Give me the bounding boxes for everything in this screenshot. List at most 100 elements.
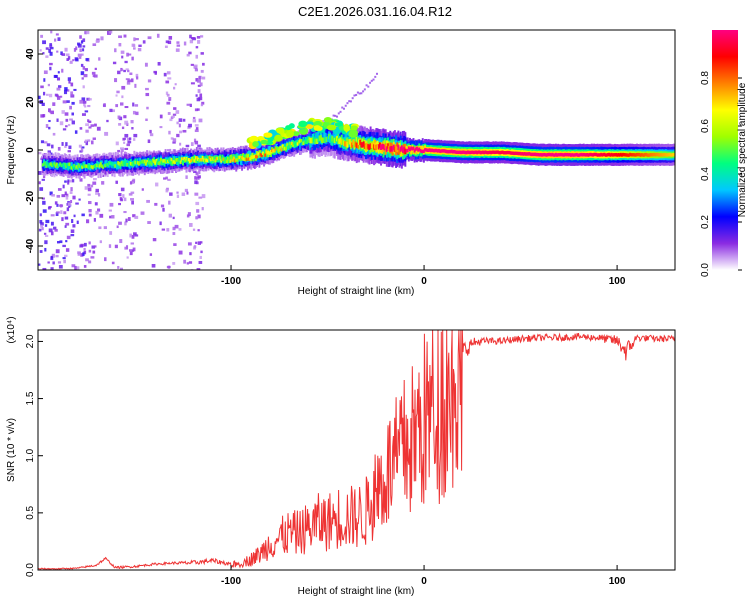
spectrogram-cell <box>111 261 115 265</box>
spectrogram-cell <box>450 149 453 153</box>
spectrogram-cell <box>142 40 146 44</box>
spectrogram-cell <box>129 233 132 238</box>
spectrogram-cell <box>253 154 256 159</box>
spectrogram-cell <box>61 217 64 222</box>
spectrogram-cell <box>466 150 469 154</box>
spectrogram-cell <box>54 93 58 97</box>
spectrogram-cell <box>115 180 118 184</box>
spectrogram-cell <box>81 146 85 149</box>
spectrogram-cell <box>624 153 627 157</box>
spectrogram-cell <box>465 150 468 155</box>
spectrogram-cell <box>356 143 359 149</box>
spectrogram-cell <box>165 91 169 95</box>
spectrogram-cell <box>178 250 183 255</box>
spectrogram-cell <box>92 43 97 47</box>
spectrogram-cell <box>50 255 54 258</box>
spectrogram-cell <box>659 153 662 157</box>
spectrogram-cell <box>400 145 403 157</box>
spectrogram-cell <box>57 188 62 191</box>
spectrogram-cell <box>248 157 250 161</box>
spectrogram-cell <box>629 152 632 157</box>
spectrogram-cell <box>246 154 249 159</box>
spectrogram-cell <box>236 158 239 162</box>
spectrogram-cell <box>201 194 206 199</box>
spectrogram-cell <box>112 162 115 166</box>
spectrogram-cell <box>342 107 345 110</box>
spectrogram-cell <box>351 142 354 148</box>
spectrogram-cell <box>454 150 457 154</box>
spectrogram-cell <box>61 163 64 167</box>
spectrogram-cell <box>653 152 656 157</box>
spectrogram-cell <box>127 79 132 83</box>
spectrogram-cell <box>198 118 203 123</box>
spectrogram-cell <box>333 137 336 144</box>
spectrogram-cell <box>155 158 158 163</box>
spectrogram-cell <box>617 152 620 157</box>
spectrogram-cell <box>98 57 101 61</box>
spectrogram-cell <box>47 83 50 87</box>
spectrogram-cell <box>110 162 113 166</box>
spectrogram-cell <box>314 138 316 145</box>
spectrogram-cell <box>316 132 319 143</box>
spectrogram-cell <box>353 142 356 148</box>
spectrogram-cell <box>78 144 82 148</box>
spectrogram-cell <box>315 138 318 144</box>
spectrogram-cell <box>363 143 366 149</box>
spectrogram-cell <box>70 162 73 169</box>
spectrogram-cell <box>347 139 350 145</box>
spectrogram-cell <box>614 153 616 157</box>
spectrogram-cell <box>204 159 206 164</box>
spectrogram-cell <box>192 228 196 231</box>
spectrogram-cell <box>55 249 60 254</box>
spectrogram-cell <box>82 85 85 89</box>
spectrogram-cell <box>169 156 172 164</box>
spectrogram-cell <box>49 51 53 56</box>
spectrogram-cell <box>348 100 351 103</box>
spectrogram-cell <box>616 153 619 157</box>
spectrogram-cell <box>166 71 171 75</box>
spectrogram-cell <box>40 114 44 118</box>
spectrogram-cell <box>571 153 574 157</box>
spectrogram-cell <box>122 161 125 165</box>
spectrogram-cell <box>77 252 81 256</box>
spectrogram-cell <box>228 156 231 160</box>
spectrogram-cell <box>559 152 562 157</box>
spectrogram-cell <box>545 153 548 157</box>
spectrogram-cell <box>173 243 177 246</box>
spectrogram-cell <box>120 102 124 106</box>
spectrogram-cell <box>83 242 87 247</box>
spectrogram-cell <box>316 138 319 144</box>
spectrogram-cell <box>485 150 488 155</box>
spectrogram-cell <box>128 137 132 140</box>
spectrogram-cell <box>119 267 123 270</box>
spectrogram-cell <box>275 127 285 134</box>
spectrogram-cell <box>429 148 432 153</box>
spectrogram-cell <box>370 142 373 149</box>
spectrogram-cell <box>303 140 306 144</box>
spectrogram-cell <box>354 141 357 147</box>
spectrogram-cell <box>161 161 164 165</box>
spectrogram-cell <box>163 177 166 180</box>
spectrogram-cell <box>313 125 321 131</box>
spectrogram-cell <box>121 149 124 153</box>
spectrogram-cell <box>166 93 170 97</box>
spectrogram-cell <box>173 156 176 164</box>
spectrogram-cell <box>119 163 122 167</box>
spectrogram-cell <box>405 149 408 153</box>
spectrogram-cell <box>276 148 279 152</box>
spectrogram-cell <box>183 157 186 161</box>
spectrogram-cell <box>648 153 651 157</box>
spectrogram-cell <box>383 145 386 151</box>
spectrogram-cell <box>252 141 259 148</box>
spectrogram-cell <box>67 162 70 167</box>
spectrogram-cell <box>124 158 127 166</box>
spectrogram-cell <box>261 152 264 160</box>
spectrogram-cell <box>632 153 635 157</box>
spectrogram-cell <box>88 249 92 253</box>
spectrogram-cell <box>62 100 67 104</box>
spectrogram-cell <box>38 95 41 100</box>
spectrogram-cell <box>131 43 135 47</box>
spectrogram-cell <box>185 144 190 148</box>
spectrogram-cell <box>256 151 259 158</box>
spectrogram-cell <box>165 80 170 84</box>
